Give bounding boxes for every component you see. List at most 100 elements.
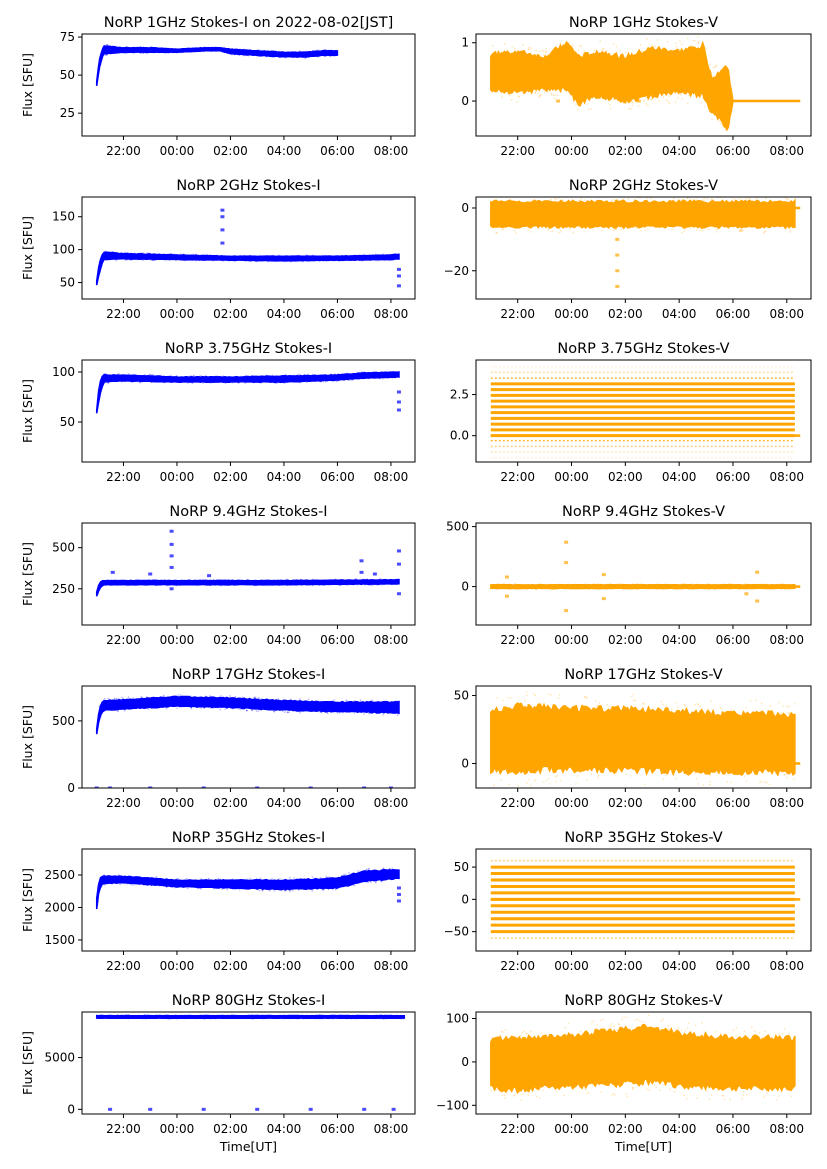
data-point <box>279 381 282 384</box>
data-point <box>575 587 578 590</box>
data-point <box>677 97 679 99</box>
data-point <box>529 231 532 233</box>
data-point <box>564 1026 567 1029</box>
y-tick-label: 1 <box>461 36 469 50</box>
data-point <box>688 583 691 586</box>
data-point <box>265 55 267 57</box>
data-point <box>690 199 693 202</box>
data-point <box>123 584 126 586</box>
data-point <box>182 51 184 54</box>
data-point <box>231 47 234 50</box>
data-point <box>533 583 536 586</box>
data-point <box>780 226 782 228</box>
data-point <box>317 49 320 51</box>
data-point <box>266 55 268 57</box>
data-point <box>207 878 210 880</box>
data-point <box>258 889 261 892</box>
data-point <box>719 122 722 125</box>
data-point <box>613 1025 615 1028</box>
data-point <box>191 886 193 888</box>
x-tick-label: 00:00 <box>160 796 195 810</box>
data-point <box>328 1017 331 1020</box>
data-point <box>245 1014 248 1017</box>
data-point <box>638 583 640 586</box>
data-point <box>576 775 579 777</box>
data-point <box>556 94 559 97</box>
data-point <box>535 588 537 590</box>
data-point <box>104 54 107 56</box>
axes-frame <box>475 685 812 789</box>
data-point <box>351 884 354 886</box>
data-point <box>336 887 339 890</box>
data-point <box>760 712 762 715</box>
data-point <box>132 697 135 699</box>
data-point <box>331 583 334 586</box>
data-point <box>147 708 150 710</box>
data-point <box>357 870 359 872</box>
data-point <box>570 588 572 590</box>
data-point <box>256 1014 259 1017</box>
data-point <box>243 382 246 384</box>
data-outlier <box>564 609 569 613</box>
x-tick-label: 22:00 <box>106 959 141 973</box>
data-point <box>550 198 552 201</box>
data-band <box>490 583 796 590</box>
data-point <box>518 95 520 98</box>
data-point <box>508 783 511 786</box>
data-point <box>644 97 647 99</box>
data-point <box>247 54 249 57</box>
data-point <box>572 231 575 234</box>
data-point <box>575 768 578 771</box>
data-point <box>177 694 179 696</box>
data-point <box>611 200 614 202</box>
data-point <box>158 706 161 708</box>
data-point <box>701 1022 703 1024</box>
data-point <box>675 777 677 780</box>
data-point <box>344 254 346 257</box>
data-point <box>127 258 129 261</box>
data-point <box>784 773 786 776</box>
data-point <box>545 51 547 54</box>
data-point <box>224 579 227 582</box>
data-point <box>208 878 210 880</box>
data-point <box>262 1017 265 1020</box>
data-point <box>99 63 102 66</box>
data-point <box>527 587 530 590</box>
data-point <box>104 884 106 886</box>
data-point <box>277 878 280 881</box>
data-point <box>525 1032 527 1035</box>
data-point <box>373 880 375 882</box>
data-point <box>777 1095 780 1097</box>
data-point <box>242 54 244 57</box>
data-point <box>600 229 603 232</box>
y-tick-label: 25 <box>60 106 75 120</box>
data-point <box>586 103 589 106</box>
data-point <box>318 1017 321 1020</box>
data-point <box>506 48 508 51</box>
data-point <box>285 260 288 263</box>
data-point <box>554 197 556 200</box>
data-point <box>109 698 111 701</box>
data-point <box>667 588 670 590</box>
data-point <box>306 1017 309 1020</box>
data-point <box>534 694 537 697</box>
data-point <box>344 874 346 877</box>
y-tick-label: 500 <box>52 714 75 728</box>
data-band <box>95 1014 406 1020</box>
data-point <box>117 372 120 375</box>
data-point <box>609 705 611 708</box>
data-point <box>351 583 353 586</box>
data-point <box>96 71 99 74</box>
data-point <box>556 1087 558 1090</box>
data-point <box>696 1097 698 1100</box>
data-point <box>337 372 340 375</box>
chart-title: NoRP 9.4GHz Stokes-I <box>169 504 327 520</box>
data-point <box>223 375 226 378</box>
data-point <box>533 780 536 782</box>
data-point <box>706 583 709 585</box>
data-point <box>342 379 344 381</box>
data-point <box>531 588 533 590</box>
data-point <box>538 1096 541 1099</box>
data-point <box>248 1014 250 1017</box>
data-point <box>594 706 597 709</box>
